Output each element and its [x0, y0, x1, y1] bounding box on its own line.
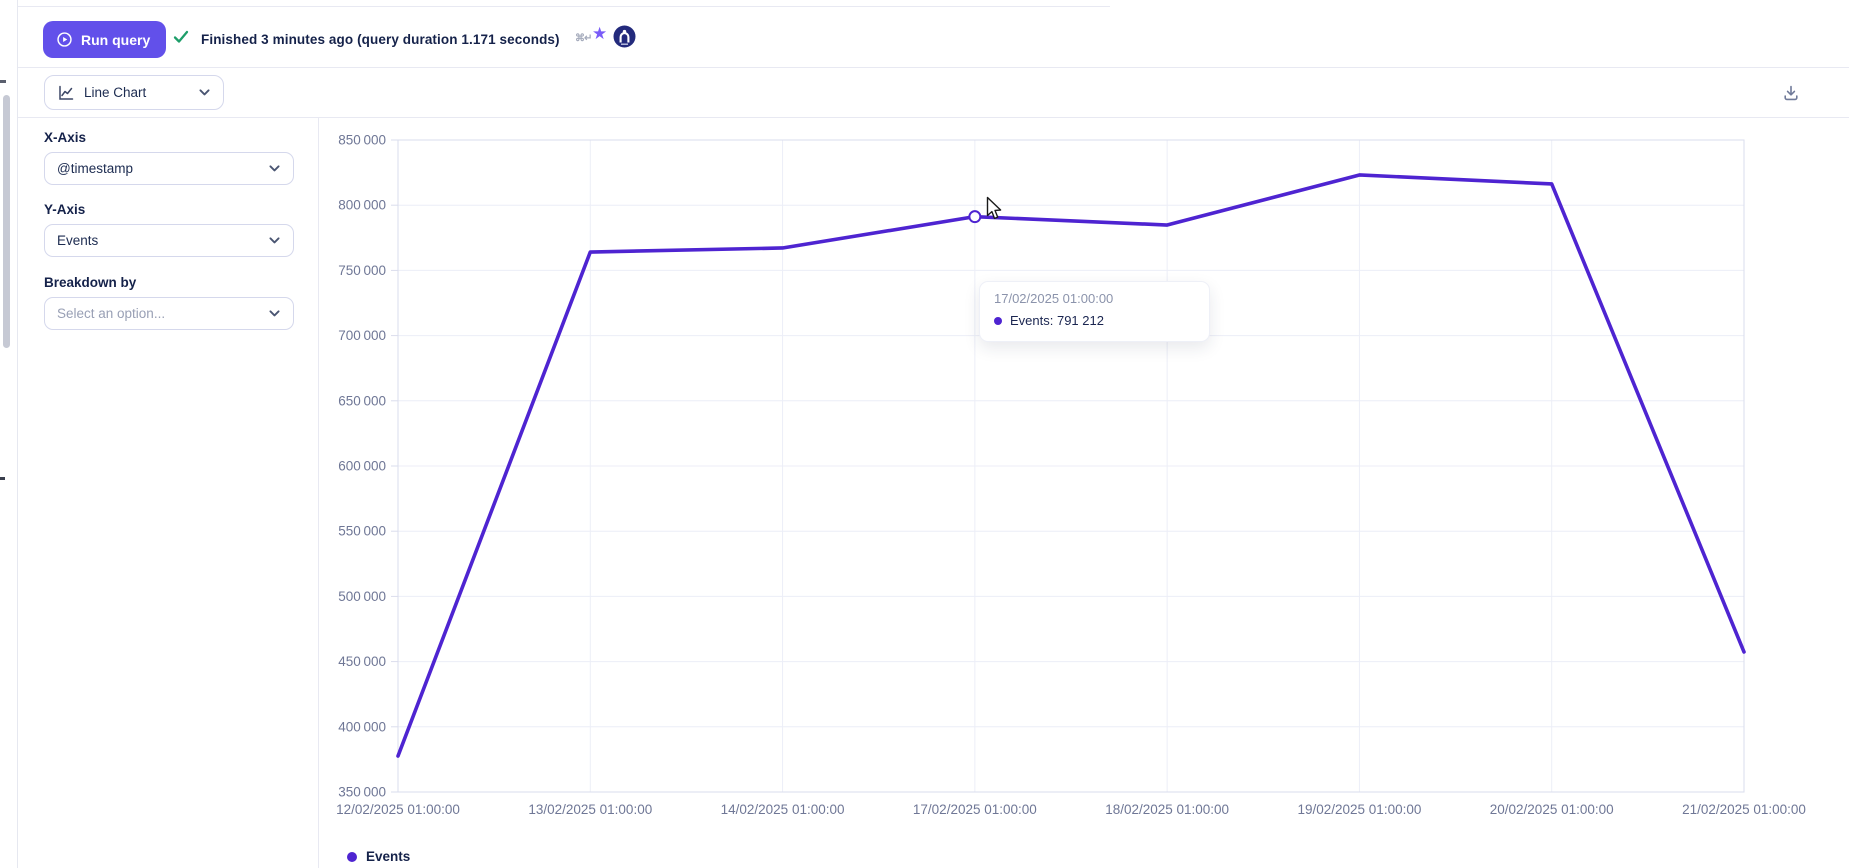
favorite-star-icon[interactable]: ★: [592, 24, 608, 43]
pane-top-border: [18, 6, 1110, 7]
chevron-down-icon: [268, 162, 281, 175]
x-axis-select[interactable]: @timestamp: [44, 152, 294, 185]
svg-text:18/02/2025 01:00:00: 18/02/2025 01:00:00: [1105, 802, 1229, 817]
svg-text:400 000: 400 000: [338, 719, 386, 734]
tooltip-date: 17/02/2025 01:00:00: [994, 291, 1114, 306]
download-button[interactable]: [1778, 80, 1804, 106]
svg-text:450 000: 450 000: [338, 654, 386, 669]
svg-text:800 000: 800 000: [338, 198, 386, 213]
breakdown-placeholder: Select an option...: [57, 306, 166, 321]
keyboard-shortcut-icon: ⌘↵: [575, 33, 592, 44]
toolbar-divider: [18, 117, 1849, 118]
chart-legend[interactable]: Events: [347, 849, 410, 864]
query-status-text: Finished 3 minutes ago (query duration 1…: [201, 31, 560, 47]
svg-text:21/02/2025 01:00:00: 21/02/2025 01:00:00: [1682, 802, 1806, 817]
panel-divider: [318, 117, 319, 868]
chevron-down-icon: [268, 307, 281, 320]
left-scroll-gutter: [0, 0, 18, 868]
chart-type-value: Line Chart: [84, 85, 147, 100]
gutter-mark: [0, 477, 5, 480]
svg-text:500 000: 500 000: [338, 589, 386, 604]
svg-text:20/02/2025 01:00:00: 20/02/2025 01:00:00: [1490, 802, 1614, 817]
service-avatar-icon[interactable]: [612, 24, 637, 49]
svg-text:12/02/2025 01:00:00: 12/02/2025 01:00:00: [336, 802, 460, 817]
play-icon: [56, 31, 73, 48]
svg-text:13/02/2025 01:00:00: 13/02/2025 01:00:00: [528, 802, 652, 817]
scrollbar-thumb[interactable]: [3, 95, 10, 348]
run-query-label: Run query: [81, 31, 151, 48]
gutter-mark: [0, 80, 6, 83]
x-axis-label: X-Axis: [44, 130, 87, 145]
success-check-icon: [171, 27, 191, 52]
svg-text:350 000: 350 000: [338, 785, 386, 800]
svg-text:17/02/2025 01:00:00: 17/02/2025 01:00:00: [913, 802, 1037, 817]
status-bar-divider: [18, 67, 1849, 68]
chevron-down-icon: [268, 234, 281, 247]
y-axis-value: Events: [57, 233, 99, 248]
svg-text:550 000: 550 000: [338, 524, 386, 539]
svg-text:600 000: 600 000: [338, 459, 386, 474]
y-axis-label: Y-Axis: [44, 202, 86, 217]
tooltip-series-dot: [994, 316, 1002, 325]
y-axis-select[interactable]: Events: [44, 224, 294, 257]
run-query-button[interactable]: Run query: [43, 21, 167, 58]
svg-text:14/02/2025 01:00:00: 14/02/2025 01:00:00: [721, 802, 845, 817]
line-chart-icon: [57, 84, 75, 102]
breakdown-select[interactable]: Select an option...: [44, 297, 294, 330]
svg-text:650 000: 650 000: [338, 393, 386, 408]
chart-tooltip: 17/02/2025 01:00:00 Events: 791 212: [979, 281, 1210, 342]
x-axis-value: @timestamp: [57, 161, 133, 176]
chart-type-select[interactable]: Line Chart: [44, 75, 224, 110]
breakdown-label: Breakdown by: [44, 275, 137, 290]
svg-text:850 000: 850 000: [338, 133, 386, 148]
legend-series-dot: [347, 851, 357, 862]
download-icon: [1782, 84, 1800, 102]
svg-text:19/02/2025 01:00:00: 19/02/2025 01:00:00: [1297, 802, 1421, 817]
legend-series-label: Events: [366, 849, 411, 864]
svg-text:700 000: 700 000: [338, 328, 386, 343]
svg-text:750 000: 750 000: [338, 263, 386, 278]
mouse-cursor: [983, 196, 1002, 227]
tooltip-value: Events: 791 212: [1010, 313, 1104, 328]
chevron-down-icon: [198, 86, 211, 99]
